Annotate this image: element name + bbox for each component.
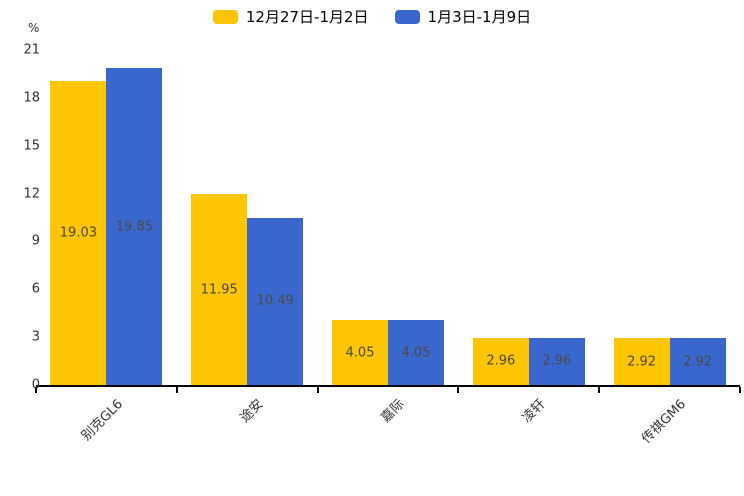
y-axis-tick-label: 12 — [23, 186, 40, 202]
y-axis-unit-label: % — [28, 21, 40, 35]
bar-value-label: 2.96 — [542, 353, 572, 369]
chart-legend: 12月27日-1月2日 1月3日-1月9日 — [0, 6, 744, 28]
bar-value-label: 2.92 — [683, 354, 713, 370]
x-axis-tick — [175, 387, 178, 393]
legend-swatch-blue — [394, 10, 420, 24]
bar-series2-4 — [528, 337, 585, 385]
legend-label-series-1: 12月27日-1月2日 — [245, 8, 369, 26]
bar-series1-2 — [191, 194, 248, 385]
bar-series1-1 — [50, 81, 107, 385]
x-category-label: 凌轩 — [519, 396, 549, 426]
bar-value-label: 2.96 — [486, 353, 516, 369]
legend-label-series-2: 1月3日-1月9日 — [427, 8, 532, 26]
y-axis-tick-label: 6 — [31, 281, 40, 297]
bar-series2-1 — [106, 68, 163, 385]
x-category-label: 途安 — [237, 396, 267, 426]
x-axis-tick — [457, 387, 460, 393]
bar-value-label: 2.92 — [627, 354, 657, 370]
legend-item-series-1[interactable]: 12月27日-1月2日 — [212, 6, 369, 28]
bar-series1-3 — [332, 320, 388, 385]
bar-value-label: 4.05 — [401, 345, 431, 361]
bar-series1-5 — [613, 338, 670, 385]
y-axis-tick-label: 18 — [23, 90, 40, 106]
bar-series2-3 — [388, 320, 444, 385]
bar-value-label: 19.03 — [59, 225, 97, 241]
y-axis-tick-label: 0 — [31, 377, 40, 393]
legend-swatch-yellow — [212, 10, 238, 24]
legend-item-series-2[interactable]: 1月3日-1月9日 — [394, 6, 532, 28]
x-category-label: 传祺GM6 — [639, 396, 690, 447]
x-axis-line — [36, 385, 740, 387]
x-category-label: 别克GL6 — [78, 396, 126, 444]
x-axis-tick — [739, 387, 741, 393]
y-axis-tick-label: 3 — [31, 329, 40, 345]
x-axis-tick — [316, 387, 319, 393]
bar-series2-2 — [247, 217, 304, 385]
bar-value-label: 4.05 — [345, 345, 375, 361]
bar-value-label: 11.95 — [200, 282, 238, 298]
bar-series2-5 — [669, 338, 726, 385]
x-axis-tick — [598, 387, 601, 393]
bar-value-label: 19.85 — [115, 219, 153, 235]
bar-series1-4 — [472, 337, 529, 385]
x-axis-tick — [35, 387, 37, 393]
y-axis-tick-label: 21 — [23, 42, 40, 58]
bar-value-label: 10.49 — [256, 293, 294, 309]
y-axis-tick-label: 15 — [23, 138, 40, 154]
x-category-label: 嘉际 — [378, 396, 408, 426]
y-axis-tick-label: 9 — [31, 233, 40, 249]
